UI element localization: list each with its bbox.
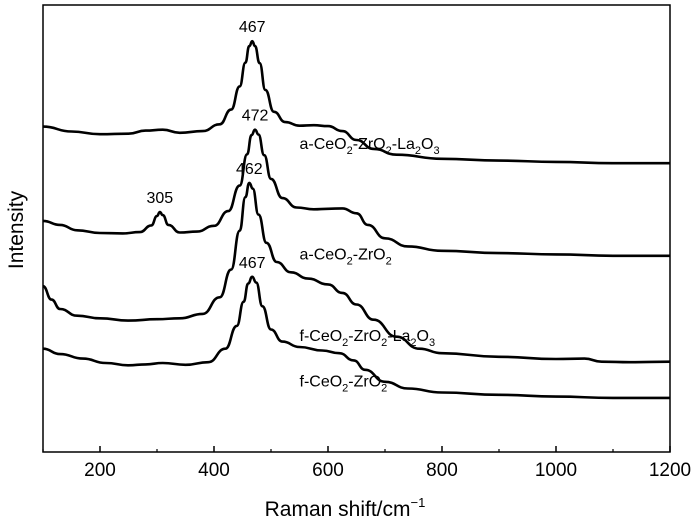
x-tick-label-200: 200 xyxy=(84,460,116,481)
x-tick-label-600: 600 xyxy=(312,460,344,481)
x-axis-title: Raman shift/cm−1 xyxy=(265,495,426,521)
peak-label-472: 472 xyxy=(242,108,269,125)
x-tick-label-800: 800 xyxy=(426,460,458,481)
series-label-f-ceo2-zro2-la2o3: f-CeO2-ZrO2-La2O3 xyxy=(300,328,436,349)
series-label-f-ceo2-zro2: f-CeO2-ZrO2 xyxy=(300,374,388,395)
curve-f-ceo2-zro2-la2o3 xyxy=(42,181,671,364)
series-label-a-ceo2-zro2: a-CeO2-ZrO2 xyxy=(300,246,392,267)
peak-label-305: 305 xyxy=(146,190,173,207)
x-tick-label-400: 400 xyxy=(198,460,230,481)
series-label-a-ceo2-zro2-la2o3: a-CeO2-ZrO2-La2O3 xyxy=(300,136,440,157)
series-curves xyxy=(42,39,671,400)
plot-frame xyxy=(42,4,671,453)
peak-label-467: 467 xyxy=(239,255,266,272)
peak-label-467: 467 xyxy=(239,19,266,36)
curve-f-ceo2-zro2 xyxy=(42,275,670,400)
x-tick-label-1200: 1200 xyxy=(649,460,691,481)
x-axis-ticks xyxy=(42,446,671,452)
x-axis-tick-labels: 200 400 600 800 1000 1200 xyxy=(84,460,691,481)
x-axis-title-superscript: −1 xyxy=(411,495,426,510)
series-labels: a-CeO2-ZrO2-La2O3 a-CeO2-ZrO2 f-CeO2-ZrO2-… xyxy=(300,136,440,395)
curve-a-ceo2-zro2-la2o3 xyxy=(42,39,670,165)
peak-labels: 467 305 472 462 467 xyxy=(146,19,268,272)
x-tick-label-1000: 1000 xyxy=(535,460,577,481)
y-axis-title: Intensity xyxy=(5,190,28,269)
curve-a-ceo2-zro2 xyxy=(42,128,670,258)
peak-label-462: 462 xyxy=(236,161,263,178)
